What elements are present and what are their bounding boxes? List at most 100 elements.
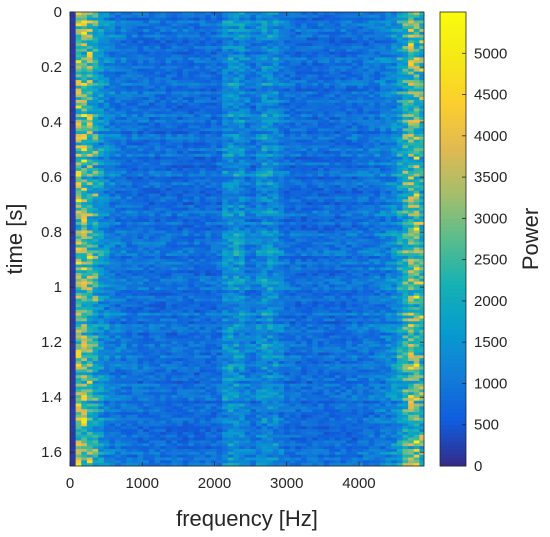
heatmap-cell xyxy=(408,60,415,64)
heatmap-cell xyxy=(323,156,330,160)
heatmap-cell xyxy=(165,40,172,44)
heatmap-cell xyxy=(413,65,420,70)
heatmap-cell xyxy=(374,185,381,189)
heatmap-cell xyxy=(182,68,189,72)
heatmap-cell xyxy=(120,122,127,126)
heatmap-cell xyxy=(396,82,403,87)
heatmap-cell xyxy=(379,68,386,72)
heatmap-cell xyxy=(357,151,364,155)
heatmap-cell xyxy=(86,97,93,101)
heatmap-cell xyxy=(379,207,386,212)
heatmap-cell xyxy=(368,94,375,98)
heatmap-cell xyxy=(351,204,358,209)
heatmap-cell xyxy=(160,111,167,115)
heatmap-cell xyxy=(103,165,110,169)
heatmap-cell xyxy=(86,12,93,16)
heatmap-cell xyxy=(115,14,122,19)
heatmap-cell xyxy=(329,187,336,192)
heatmap-cell xyxy=(261,159,268,163)
heatmap-cell xyxy=(92,17,99,21)
heatmap-cell xyxy=(239,185,246,189)
heatmap-cell xyxy=(363,190,370,194)
heatmap-cell xyxy=(143,37,150,41)
heatmap-cell xyxy=(267,65,274,70)
heatmap-cell xyxy=(154,82,161,87)
heatmap-cell xyxy=(363,63,370,67)
heatmap-cell xyxy=(368,187,375,192)
heatmap-cell xyxy=(374,142,381,146)
heatmap-cell xyxy=(188,185,195,189)
heatmap-cell xyxy=(396,190,403,194)
heatmap-cell xyxy=(227,216,234,220)
heatmap-cell xyxy=(205,187,212,192)
heatmap-cell xyxy=(98,193,105,197)
heatmap-cell xyxy=(216,88,223,92)
heatmap-cell xyxy=(154,57,161,61)
heatmap-cell xyxy=(244,71,251,75)
heatmap-cell xyxy=(177,196,184,200)
heatmap-cell xyxy=(289,40,296,44)
heatmap-cell xyxy=(385,116,392,121)
heatmap-cell xyxy=(363,125,370,129)
heatmap-cell xyxy=(267,170,274,175)
heatmap-cell xyxy=(182,230,189,234)
heatmap-cell xyxy=(81,190,88,194)
heatmap-cell xyxy=(171,204,178,209)
heatmap-cell xyxy=(92,71,99,75)
heatmap-cell xyxy=(239,162,246,166)
heatmap-cell xyxy=(396,207,403,212)
heatmap-cell xyxy=(137,46,144,50)
heatmap-cell xyxy=(216,94,223,98)
heatmap-cell xyxy=(312,136,319,141)
heatmap-cell xyxy=(171,230,178,234)
heatmap-cell xyxy=(396,99,403,104)
heatmap-cell xyxy=(408,17,415,21)
heatmap-cell xyxy=(239,102,246,107)
heatmap-cell xyxy=(301,108,308,112)
heatmap-cell xyxy=(374,187,381,192)
heatmap-cell xyxy=(103,29,110,33)
heatmap-cell xyxy=(115,85,122,90)
heatmap-cell xyxy=(222,85,229,90)
heatmap-cell xyxy=(379,230,386,234)
heatmap-cell xyxy=(160,34,167,38)
heatmap-cell xyxy=(363,210,370,214)
heatmap-cell xyxy=(357,40,364,44)
heatmap-cell xyxy=(120,40,127,44)
heatmap-cell xyxy=(188,17,195,21)
heatmap-cell xyxy=(233,91,240,95)
heatmap-cell xyxy=(137,125,144,129)
heatmap-cell xyxy=(210,224,217,229)
heatmap-cell xyxy=(81,131,88,135)
heatmap-cell xyxy=(222,148,229,152)
heatmap-cell xyxy=(131,145,139,149)
heatmap-cell xyxy=(205,145,212,149)
heatmap-cell xyxy=(419,233,425,237)
heatmap-cell xyxy=(182,182,189,186)
heatmap-cell xyxy=(368,221,375,226)
heatmap-cell xyxy=(188,65,195,70)
heatmap-cell xyxy=(154,40,161,44)
heatmap-cell xyxy=(284,185,291,189)
heatmap-cell xyxy=(131,185,139,189)
heatmap-cell xyxy=(396,170,403,175)
heatmap-cell xyxy=(267,179,274,183)
heatmap-cell xyxy=(199,202,206,206)
heatmap-cell xyxy=(75,125,82,129)
heatmap-cell xyxy=(255,97,262,101)
heatmap-cell xyxy=(379,159,386,163)
heatmap-cell xyxy=(154,26,161,30)
heatmap-cell xyxy=(239,116,246,121)
heatmap-cell xyxy=(408,14,415,19)
heatmap-cell xyxy=(408,88,415,92)
heatmap-cell xyxy=(199,111,206,115)
heatmap-cell xyxy=(346,46,353,50)
heatmap-cell xyxy=(295,131,302,135)
heatmap-cell xyxy=(363,202,370,206)
heatmap-cell xyxy=(109,165,116,169)
heatmap-cell xyxy=(126,125,133,129)
heatmap-cell xyxy=(148,17,155,21)
heatmap-cell xyxy=(177,190,184,194)
heatmap-cell xyxy=(182,111,189,115)
heatmap-cell xyxy=(154,224,161,229)
